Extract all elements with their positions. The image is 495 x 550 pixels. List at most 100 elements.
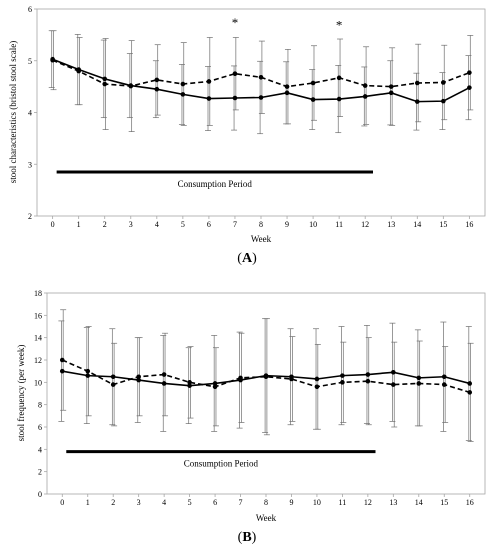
data-point-dashed [110, 382, 116, 387]
x-tick-label: 11 [339, 498, 347, 507]
series-points-b [59, 357, 473, 395]
y-tick-label: 12 [34, 356, 42, 365]
data-point-solid [232, 95, 238, 101]
x-tick-label: 5 [181, 220, 185, 229]
x-tick-label: 3 [137, 498, 141, 507]
x-tick-label: 16 [466, 498, 474, 507]
x-tick-label: 5 [188, 498, 192, 507]
data-point-dashed [340, 380, 345, 385]
x-tick-label: 7 [239, 498, 243, 507]
data-point-dashed [212, 384, 218, 390]
x-tick-label: 13 [387, 220, 395, 229]
y-tick-label: 8 [38, 401, 42, 410]
x-tick-label: 1 [77, 220, 81, 229]
x-tick-label: 15 [440, 498, 448, 507]
y-tick-label: 4 [28, 109, 32, 118]
x-tick-label: 0 [60, 498, 64, 507]
data-point-dashed [59, 357, 65, 363]
y-tick-label: 16 [34, 311, 42, 320]
data-point-solid [284, 90, 290, 96]
x-tick-label: 9 [285, 220, 289, 229]
data-point-dashed [76, 68, 81, 74]
data-point-dashed [102, 81, 108, 87]
x-tick-label: 10 [313, 498, 321, 507]
y-tick-label: 10 [34, 378, 42, 387]
x-tick-label: 15 [439, 220, 447, 229]
data-point-solid [180, 92, 186, 97]
data-point-dashed [467, 70, 472, 75]
y-tick-label: 2 [38, 468, 42, 477]
y-tick-label: 6 [38, 423, 42, 432]
x-tick-label: 3 [129, 220, 133, 229]
data-point-dashed [85, 368, 91, 374]
data-point-dashed [314, 384, 320, 390]
x-tick-label: 14 [413, 220, 421, 229]
panel-label-a: (A) [237, 251, 257, 266]
x-tick-label: 13 [389, 498, 397, 507]
x-axis-title-b: Week [256, 513, 277, 523]
data-point-dashed [128, 83, 134, 89]
data-point-dashed [467, 390, 473, 395]
data-point-solid [258, 95, 264, 100]
x-tick-label: 7 [233, 220, 237, 229]
x-tick-label: 16 [465, 220, 473, 229]
y-tick-label: 3 [28, 160, 32, 169]
y-ticks-b: 0 2 4 6 8 10 12 14 16 18 [34, 289, 47, 499]
x-tick-label: 2 [111, 498, 115, 507]
y-ticks-a: 2 3 4 5 6 [28, 5, 37, 221]
data-point-dashed [154, 77, 160, 83]
data-point-solid [187, 383, 192, 388]
series-line-dashed [52, 59, 470, 88]
data-point-dashed [263, 374, 269, 380]
data-point-solid [467, 85, 472, 90]
x-ticks-a: 0 1 2 3 4 5 6 7 8 9 10 11 12 13 14 15 16 [51, 216, 473, 229]
data-point-dashed [416, 381, 422, 386]
x-tick-label: 12 [364, 498, 372, 507]
consumption-period-label-a: Consumption Period [178, 179, 253, 189]
x-tick-label: 2 [103, 220, 107, 229]
data-point-solid [102, 76, 108, 82]
y-axis-title-a: stool characteristics (bristol stool sca… [8, 41, 18, 183]
data-point-solid [340, 373, 345, 378]
data-point-solid [110, 374, 116, 380]
data-point-dashed [238, 375, 243, 381]
data-point-dashed [258, 75, 264, 80]
series-points-a [50, 56, 472, 104]
panel-label-b: (B) [238, 530, 257, 545]
data-point-solid [441, 374, 447, 380]
data-point-dashed [289, 376, 294, 382]
x-tick-label: 9 [289, 498, 293, 507]
data-point-dashed [161, 372, 167, 377]
data-point-solid [161, 381, 167, 386]
data-point-dashed [336, 75, 342, 81]
data-point-dashed [310, 80, 316, 86]
x-tick-label: 8 [264, 498, 268, 507]
x-tick-label: 1 [86, 498, 90, 507]
data-point-dashed [232, 71, 238, 76]
data-point-solid [388, 90, 394, 96]
data-point-dashed [441, 382, 447, 387]
data-point-solid [414, 99, 420, 104]
data-point-solid [314, 376, 320, 382]
y-axis-title-b: stool frequency (per week) [16, 345, 26, 442]
significance-marker: * [232, 15, 239, 30]
x-ticks-b: 0 1 2 3 4 5 6 7 8 9 10 11 12 13 14 15 16 [60, 494, 474, 507]
consumption-period-label-b: Consumption Period [184, 459, 259, 469]
x-tick-label: 6 [207, 220, 211, 229]
data-point-dashed [206, 79, 212, 84]
x-tick-label: 12 [361, 220, 369, 229]
data-point-solid [441, 98, 446, 104]
data-point-dashed [180, 81, 186, 87]
y-tick-label: 14 [34, 334, 42, 343]
data-point-dashed [414, 80, 420, 86]
error-bars-a [48, 30, 474, 135]
data-point-solid [467, 381, 473, 386]
plot-frame-b [46, 292, 486, 495]
data-point-dashed [284, 84, 290, 89]
data-point-solid [212, 381, 218, 386]
data-point-dashed [50, 57, 55, 63]
data-point-dashed [362, 83, 368, 88]
